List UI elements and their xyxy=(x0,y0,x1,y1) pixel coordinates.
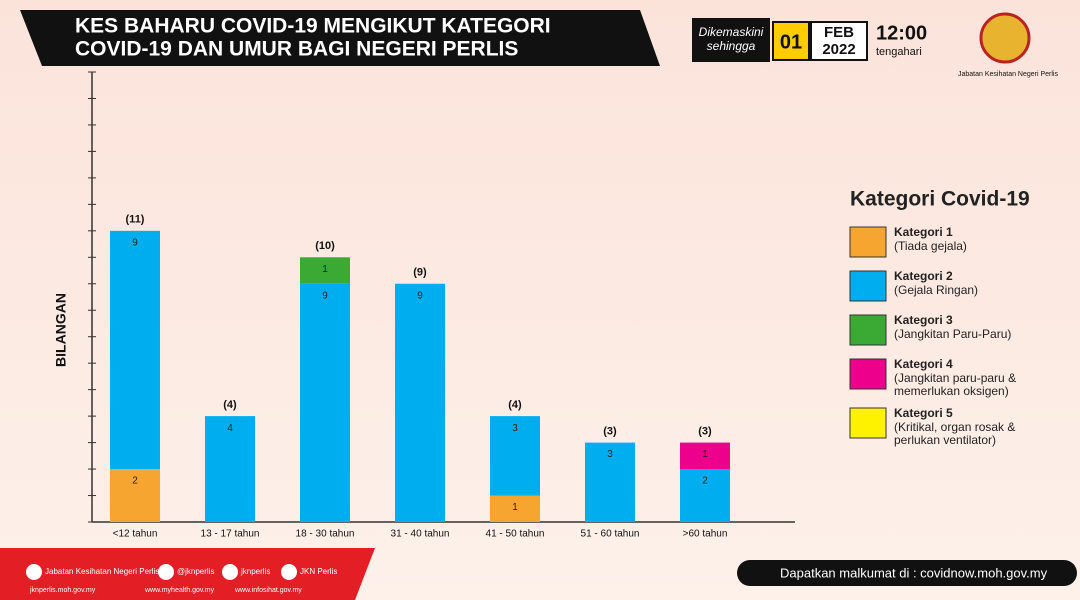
social-handle: Jabatan Kesihatan Negeri Perlis xyxy=(45,567,159,576)
footer-banner xyxy=(0,548,375,600)
value-label: 9 xyxy=(322,290,328,301)
legend-swatch xyxy=(849,314,887,346)
x-tick-label: <12 tahun xyxy=(113,529,158,540)
x-tick-label: 41 - 50 tahun xyxy=(486,529,545,540)
logo-text: Jabatan Kesihatan Negeri Perlis xyxy=(958,71,1059,78)
title-line: KES BAHARU COVID-19 MENGIKUT KATEGORI xyxy=(75,15,551,38)
day: 01 xyxy=(780,31,802,53)
legend-swatch xyxy=(849,358,887,390)
legend-name: Kategori 2 xyxy=(894,269,953,283)
bar-segment xyxy=(110,469,160,522)
value-label: 4 xyxy=(227,423,233,434)
x-tick-label: 51 - 60 tahun xyxy=(581,529,640,540)
bar-segment xyxy=(490,495,540,522)
value-label: 9 xyxy=(417,290,423,301)
footer-link: www.myhealth.gov.my xyxy=(144,587,215,594)
value-label: 2 xyxy=(702,476,708,487)
total-label: (4) xyxy=(508,399,522,411)
bar-segment xyxy=(110,230,160,470)
bar-segment xyxy=(300,257,350,284)
legend-description: memerlukan oksigen) xyxy=(894,384,1009,398)
social-icon xyxy=(26,564,42,580)
bar-segment xyxy=(490,416,540,496)
info-text: Dapatkan malkumat di : covidnow.moh.gov.… xyxy=(780,565,1048,580)
bar-segment xyxy=(395,283,445,522)
time: 12:00 xyxy=(876,22,927,44)
x-tick-label: 18 - 30 tahun xyxy=(296,529,355,540)
title-line: COVID-19 DAN UMUR BAGI NEGERI PERLIS xyxy=(75,38,518,61)
social-handle: JKN Perlis xyxy=(300,567,337,576)
value-label: 3 xyxy=(512,423,518,434)
legend-description: (Gejala Ringan) xyxy=(894,283,978,297)
day-box xyxy=(772,21,810,61)
bar-segment xyxy=(205,416,255,522)
year: 2022 xyxy=(822,41,855,58)
legend-description: (Tiada gejala) xyxy=(894,239,967,253)
month: FEB xyxy=(824,24,854,41)
value-label: 9 xyxy=(132,237,138,248)
social-icon xyxy=(222,564,238,580)
legend-title: Kategori Covid-19 xyxy=(850,188,1030,211)
value-label: 1 xyxy=(702,449,708,460)
x-tick-label: >60 tahun xyxy=(683,529,728,540)
bar-segment xyxy=(680,442,730,470)
total-label: (4) xyxy=(223,399,237,411)
value-label: 3 xyxy=(607,449,613,460)
social-icon xyxy=(158,564,174,580)
legend-description: (Jangkitan paru-paru & xyxy=(894,371,1016,385)
legend-name: Kategori 4 xyxy=(894,357,953,371)
legend-name: Kategori 1 xyxy=(894,225,953,239)
x-tick-label: 13 - 17 tahun xyxy=(201,529,260,540)
updated-box xyxy=(692,18,770,62)
legend-name: Kategori 5 xyxy=(894,406,953,420)
x-tick-label: 31 - 40 tahun xyxy=(391,529,450,540)
footer-link: www.infosihat.gov.my xyxy=(234,587,302,594)
total-label: (11) xyxy=(126,214,145,226)
footer-link: jknperlis.moh.gov.my xyxy=(29,587,96,594)
time-note: tengahari xyxy=(876,46,922,58)
bar-segment xyxy=(585,442,635,522)
social-icon xyxy=(281,564,297,580)
total-label: (3) xyxy=(698,425,712,437)
month-box xyxy=(810,21,868,61)
legend-description: (Jangkitan Paru-Paru) xyxy=(894,327,1011,341)
legend-swatch xyxy=(849,226,887,258)
bar-segment xyxy=(680,469,730,522)
social-handle: @jknperlis xyxy=(177,567,214,576)
y-axis-label: BILANGAN xyxy=(53,293,69,367)
legend-name: Kategori 3 xyxy=(894,313,953,327)
updated-text: sehingga xyxy=(707,39,756,53)
value-label: 2 xyxy=(132,476,138,487)
social-handle: jknperlis xyxy=(240,567,270,576)
title-banner xyxy=(20,10,660,66)
legend-swatch xyxy=(849,270,887,302)
logo xyxy=(979,12,1031,64)
value-label: 1 xyxy=(512,502,518,513)
info-bar xyxy=(737,560,1077,586)
legend-description: perlukan ventilator) xyxy=(894,433,996,447)
value-label: 1 xyxy=(322,264,328,275)
total-label: (10) xyxy=(315,240,335,252)
bar-segment xyxy=(300,283,350,522)
legend-description: (Kritikal, organ rosak & xyxy=(894,420,1015,434)
updated-text: Dikemaskini xyxy=(699,25,764,39)
total-label: (3) xyxy=(603,425,617,437)
legend-swatch xyxy=(849,407,887,439)
total-label: (9) xyxy=(413,267,427,279)
